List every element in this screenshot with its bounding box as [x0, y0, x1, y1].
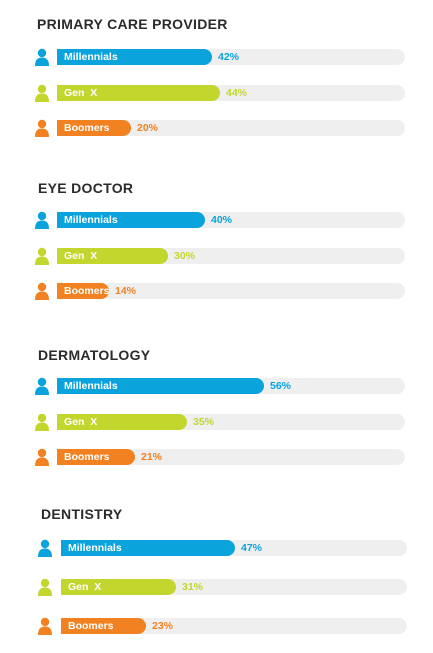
bar-row-millennials: Millennials 47% — [0, 539, 433, 557]
value-label-boomers: 23% — [152, 620, 174, 632]
person-icon — [37, 617, 53, 635]
bar-row-boomers: Boomers 20% — [0, 119, 433, 137]
person-icon — [34, 119, 50, 137]
bar-row-millennials: Millennials 40% — [0, 211, 433, 229]
bar-row-gen-x: Gen X 35% — [0, 413, 433, 431]
person-icon — [37, 578, 53, 596]
value-label-millennials: 47% — [241, 542, 263, 554]
bar-boomers — [57, 449, 135, 465]
bar-millennials — [57, 378, 264, 394]
bar-row-gen-x: Gen X 44% — [0, 84, 433, 102]
bar-boomers — [57, 120, 131, 136]
value-label-millennials: 42% — [218, 51, 240, 63]
bar-boomers — [61, 618, 146, 634]
value-label-gen-x: 30% — [174, 250, 196, 262]
bar-label-gen-x: Gen X — [64, 416, 98, 428]
bar-millennials — [61, 540, 235, 556]
value-label-gen-x: 31% — [182, 581, 204, 593]
bar-label-gen-x: Gen X — [68, 581, 102, 593]
bar-label-millennials: Millennials — [64, 51, 118, 63]
bar-track — [61, 618, 407, 634]
bar-millennials — [57, 49, 212, 65]
chart-title: EYE DOCTOR — [38, 180, 134, 196]
bar-track — [57, 120, 405, 136]
bar-row-gen-x: Gen X 30% — [0, 247, 433, 265]
value-label-boomers: 14% — [115, 285, 137, 297]
value-label-millennials: 56% — [270, 380, 292, 392]
chart-title: PRIMARY CARE PROVIDER — [37, 16, 228, 32]
value-label-millennials: 40% — [211, 214, 233, 226]
bar-row-boomers: Boomers 14% — [0, 282, 433, 300]
person-icon — [34, 84, 50, 102]
bar-gen-x — [61, 579, 176, 595]
person-icon — [34, 211, 50, 229]
value-label-gen-x: 44% — [226, 87, 248, 99]
bar-label-boomers: Boomers — [64, 285, 110, 297]
person-icon — [34, 282, 50, 300]
bar-label-gen-x: Gen X — [64, 87, 98, 99]
person-icon — [34, 377, 50, 395]
bar-label-millennials: Millennials — [64, 380, 118, 392]
person-icon — [34, 413, 50, 431]
person-icon — [34, 48, 50, 66]
bar-label-gen-x: Gen X — [64, 250, 98, 262]
value-label-gen-x: 35% — [193, 416, 215, 428]
person-icon — [37, 539, 53, 557]
chart-title: DERMATOLOGY — [38, 347, 151, 363]
bar-gen-x — [57, 414, 187, 430]
bar-label-boomers: Boomers — [64, 451, 110, 463]
bar-label-boomers: Boomers — [68, 620, 114, 632]
bar-track — [57, 449, 405, 465]
bar-gen-x — [57, 85, 220, 101]
bar-boomers — [57, 283, 109, 299]
chart-title: DENTISTRY — [41, 506, 123, 522]
bar-gen-x — [57, 248, 168, 264]
bar-row-boomers: Boomers 21% — [0, 448, 433, 466]
value-label-boomers: 21% — [141, 451, 163, 463]
bar-row-boomers: Boomers 23% — [0, 617, 433, 635]
person-icon — [34, 448, 50, 466]
bar-label-boomers: Boomers — [64, 122, 110, 134]
bar-label-millennials: Millennials — [68, 542, 122, 554]
bar-row-gen-x: Gen X 31% — [0, 578, 433, 596]
bar-row-millennials: Millennials 56% — [0, 377, 433, 395]
bar-label-millennials: Millennials — [64, 214, 118, 226]
bar-row-millennials: Millennials 42% — [0, 48, 433, 66]
person-icon — [34, 247, 50, 265]
bar-track — [57, 283, 405, 299]
bar-millennials — [57, 212, 205, 228]
value-label-boomers: 20% — [137, 122, 159, 134]
